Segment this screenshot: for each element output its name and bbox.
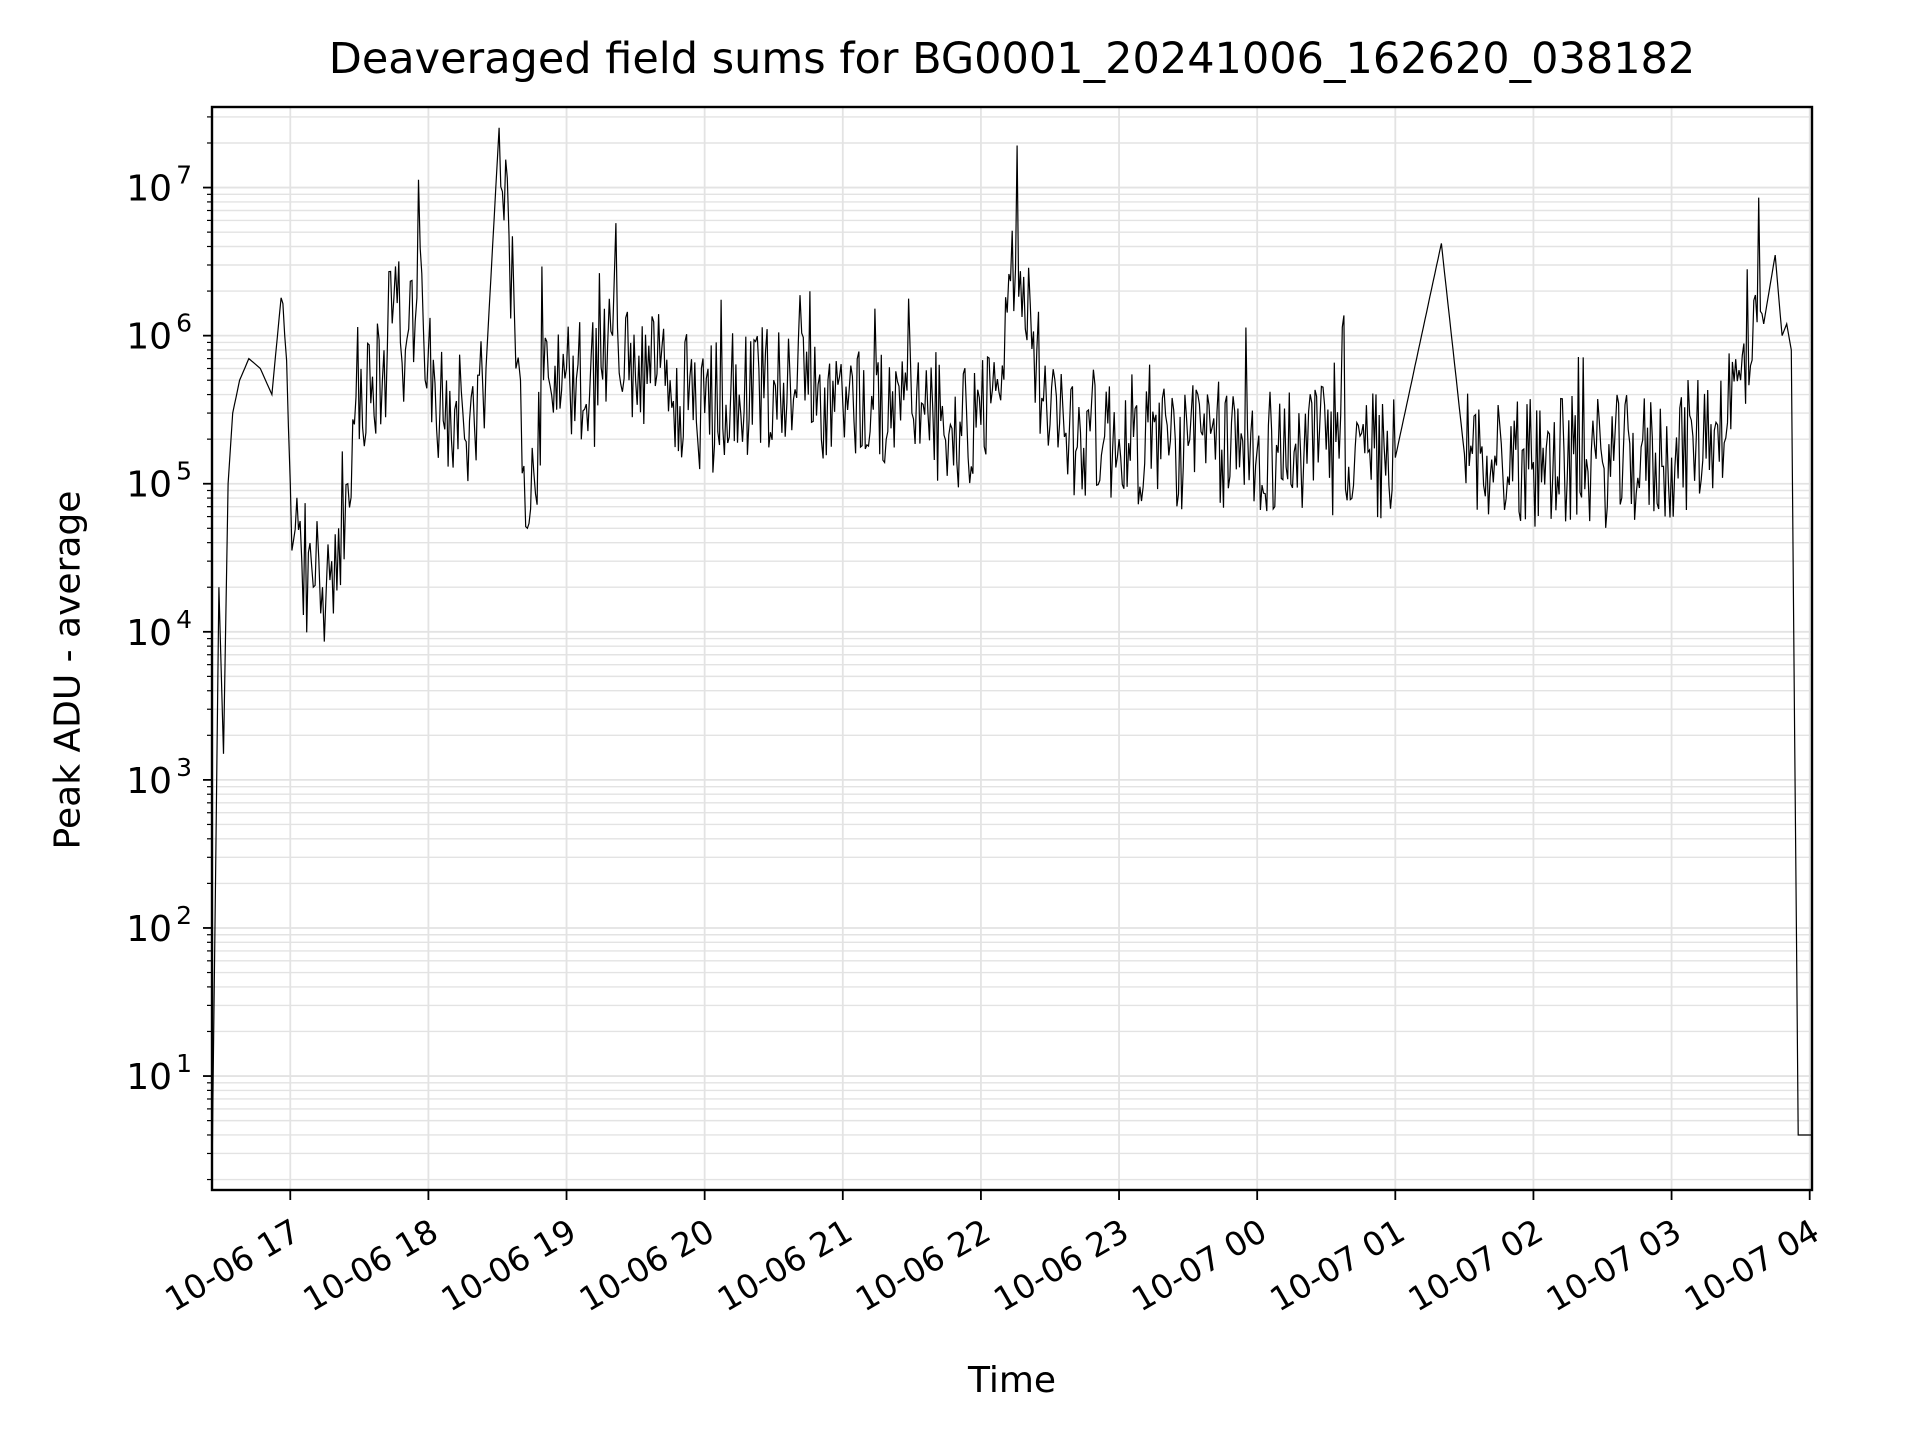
y-tick-label: 10 [126, 1057, 172, 1098]
y-tick-exponent: 7 [176, 161, 192, 190]
chart-title: Deaveraged field sums for BG0001_2024100… [328, 34, 1696, 84]
y-tick-label: 10 [126, 465, 172, 506]
y-tick-label: 10 [126, 909, 172, 950]
x-tick-label: 10-06 18 [296, 1211, 444, 1319]
x-tick-label: 10-07 04 [1678, 1211, 1826, 1319]
plot-frame [210, 105, 1814, 1192]
y-tick-label: 10 [126, 169, 172, 210]
x-tick-label: 10-07 02 [1401, 1211, 1549, 1319]
x-tick-label: 10-06 23 [987, 1211, 1135, 1319]
x-tick-label: 10-06 20 [573, 1211, 721, 1319]
y-tick-exponent: 6 [176, 309, 192, 338]
x-tick-label: 10-06 17 [158, 1211, 306, 1319]
x-axis-label: Time [967, 1360, 1057, 1401]
x-tick-label: 10-06 19 [435, 1211, 583, 1319]
y-tick-label: 10 [126, 317, 172, 358]
y-tick-exponent: 3 [176, 753, 192, 782]
y-tick-label: 10 [126, 761, 172, 802]
grid-lines [212, 107, 1812, 1190]
y-tick-exponent: 5 [176, 457, 192, 486]
y-tick-label: 10 [126, 613, 172, 654]
x-tick-label: 10-07 00 [1125, 1211, 1273, 1319]
y-tick-exponent: 4 [176, 605, 192, 634]
x-tick-label: 10-07 03 [1540, 1211, 1688, 1319]
x-tick-label: 10-06 21 [711, 1211, 859, 1319]
x-tick-label: 10-07 01 [1263, 1211, 1411, 1319]
x-tick-label: 10-06 22 [849, 1211, 997, 1319]
series-line [211, 127, 1812, 1180]
y-axis-label: Peak ADU - average [47, 490, 89, 850]
y-tick-exponent: 1 [176, 1049, 192, 1078]
y-tick-exponent: 2 [176, 901, 192, 930]
